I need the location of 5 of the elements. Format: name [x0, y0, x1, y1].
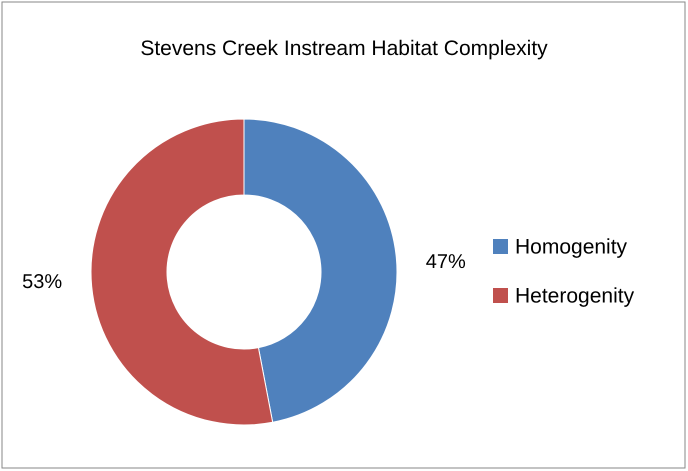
chart-title: Stevens Creek Instream Habitat Complexity	[140, 37, 548, 60]
legend-label: Heterogenity	[515, 284, 635, 308]
data-label: 53%	[22, 271, 62, 294]
data-label: 47%	[426, 250, 466, 273]
legend-label: Homogenity	[515, 236, 628, 258]
